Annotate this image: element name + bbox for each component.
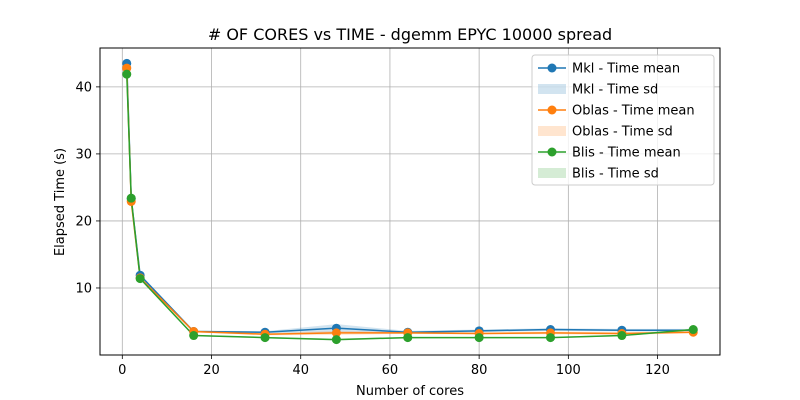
x-axis-label: Number of cores <box>356 384 464 399</box>
x-tick-label: 20 <box>203 363 220 378</box>
data-point <box>126 193 136 203</box>
legend-marker-swatch <box>547 105 557 115</box>
x-tick-label: 100 <box>556 363 581 378</box>
x-tick-label: 60 <box>382 363 399 378</box>
data-point <box>403 333 413 343</box>
legend-label: Blis - Time mean <box>572 146 681 161</box>
legend-marker-swatch <box>547 147 557 157</box>
x-tick-label: 120 <box>645 363 670 378</box>
legend-label: Mkl - Time sd <box>572 83 658 98</box>
data-point <box>331 335 341 345</box>
legend-band-swatch <box>538 168 566 178</box>
legend-marker-swatch <box>547 63 557 73</box>
data-point <box>122 69 132 79</box>
legend-band-swatch <box>538 84 566 94</box>
data-point <box>189 331 199 341</box>
legend-label: Oblas - Time sd <box>572 125 673 140</box>
legend-box <box>531 54 715 186</box>
data-point <box>260 333 270 343</box>
y-tick-label: 10 <box>75 281 92 296</box>
data-point <box>688 325 698 335</box>
plot-area-frame <box>99 47 721 356</box>
x-tick-label: 40 <box>292 363 309 378</box>
legend-label: Oblas - Time mean <box>572 104 695 119</box>
axis-ticks: 0 20 40 60 80 100 120 10 20 30 40 <box>75 80 670 378</box>
data-point <box>546 333 556 343</box>
data-point <box>331 328 341 338</box>
y-tick-label: 20 <box>75 214 92 229</box>
x-tick-label: 0 <box>118 363 126 378</box>
series-points <box>122 58 698 345</box>
y-tick-label: 30 <box>75 147 92 162</box>
legend-label: Blis - Time sd <box>572 167 659 182</box>
legend-band-swatch <box>538 126 566 136</box>
y-tick-label: 40 <box>75 80 92 95</box>
legend-label: Mkl - Time mean <box>572 62 680 77</box>
chart-title: # OF CORES vs TIME - dgemm EPYC 10000 sp… <box>208 25 612 44</box>
y-axis-label: Elapsed Time (s) <box>53 148 68 256</box>
legend: Mkl - Time mean Mkl - Time sd Oblas - Time… <box>531 54 715 186</box>
x-tick-label: 80 <box>471 363 488 378</box>
data-point <box>135 274 145 284</box>
data-point <box>474 333 484 343</box>
data-point <box>617 331 627 341</box>
